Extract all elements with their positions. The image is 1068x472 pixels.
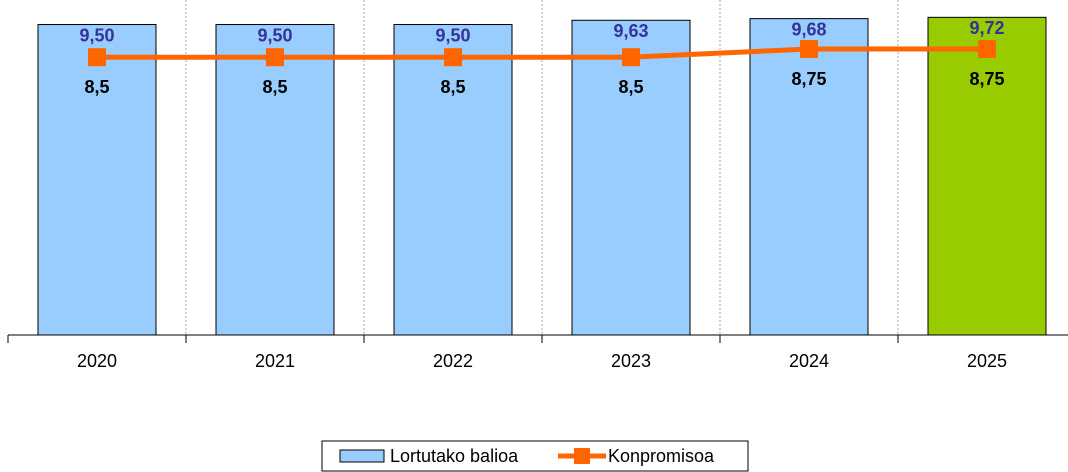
- line-marker: [444, 48, 462, 67]
- line-value-label: 8,75: [969, 69, 1004, 89]
- bar-value-label: 9,50: [79, 25, 114, 45]
- line-marker: [622, 48, 640, 67]
- bar: [37, 24, 157, 336]
- line: [97, 46, 987, 60]
- line-marker: [266, 48, 284, 67]
- line-value-label: 8,5: [84, 77, 109, 97]
- x-tick-label: 2022: [433, 351, 473, 371]
- x-tick-label: 2020: [77, 351, 117, 371]
- line-marker: [978, 40, 996, 59]
- x-tick-label: 2025: [967, 351, 1007, 371]
- bar-value-label: 9,68: [791, 19, 826, 39]
- bar: [215, 24, 335, 336]
- line-marker: [88, 48, 106, 67]
- line-marker: [800, 40, 818, 59]
- legend-label: Konpromisoa: [608, 446, 715, 466]
- bar-value-label: 9,72: [969, 18, 1004, 38]
- bar-value-label: 9,50: [435, 25, 470, 45]
- legend-swatch: [339, 449, 385, 463]
- legend-label: Lortutako balioa: [390, 446, 519, 466]
- bar: [749, 18, 869, 336]
- x-tick-label: 2023: [611, 351, 651, 371]
- bar-value-label: 9,50: [257, 25, 292, 45]
- bar-value-label: 9,63: [613, 21, 648, 41]
- line-value-label: 8,5: [618, 77, 643, 97]
- line-value-label: 8,5: [440, 77, 465, 97]
- line-value-label: 8,5: [262, 77, 287, 97]
- x-tick-label: 2021: [255, 351, 295, 371]
- line-value-label: 8,75: [791, 69, 826, 89]
- bar: [927, 16, 1047, 336]
- legend-box: [321, 440, 749, 472]
- bar: [393, 24, 513, 336]
- legend-marker: [574, 448, 590, 464]
- x-tick-label: 2024: [789, 351, 829, 371]
- bar: [571, 19, 691, 336]
